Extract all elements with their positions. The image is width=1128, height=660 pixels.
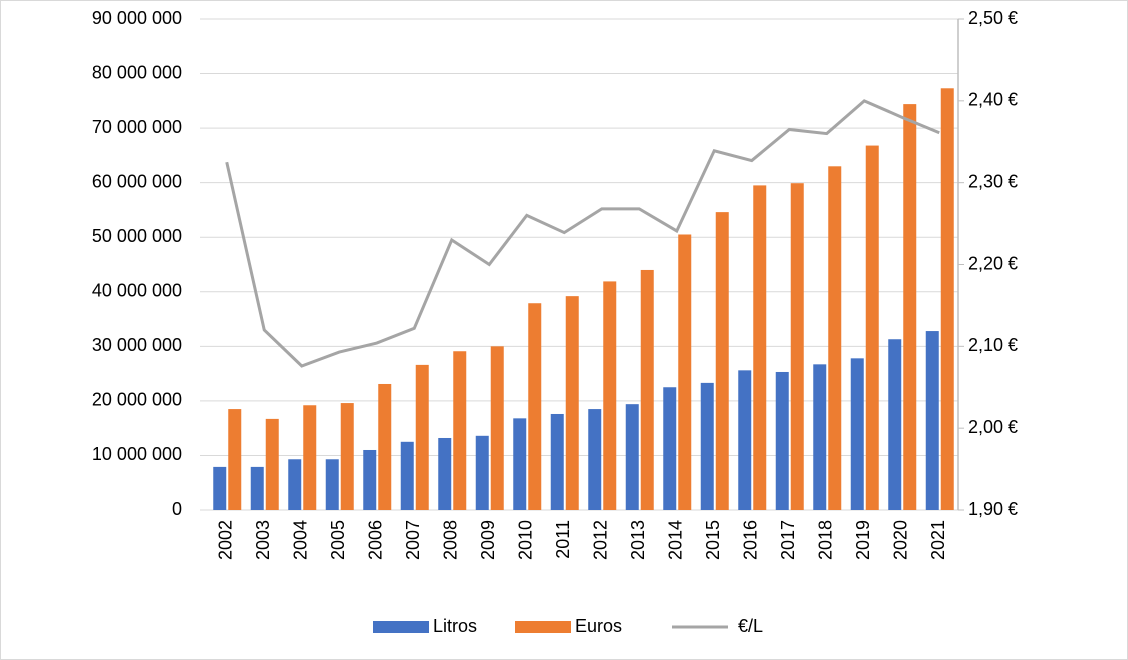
y-tick-label: 20 000 000 [92, 390, 182, 410]
bar [565, 296, 579, 510]
bar [475, 435, 489, 510]
bar [663, 387, 677, 510]
x-tick-label: 2006 [366, 520, 386, 560]
bar [678, 234, 692, 510]
y2-tick-label: 2,10 € [968, 335, 1018, 355]
y-tick-label: 50 000 000 [92, 226, 182, 246]
bar [250, 466, 264, 510]
bar [550, 413, 564, 510]
bar [640, 269, 654, 510]
y2-tick-label: 1,90 € [968, 499, 1018, 519]
bar [790, 183, 804, 510]
x-tick-label: 2002 [216, 520, 236, 560]
bar [378, 383, 392, 510]
y-tick-label: 30 000 000 [92, 335, 182, 355]
legend-label: Litros [433, 616, 477, 636]
y-tick-label: 40 000 000 [92, 281, 182, 301]
y-tick-label: 60 000 000 [92, 171, 182, 191]
bar [603, 281, 617, 510]
x-tick-label: 2016 [741, 520, 761, 560]
x-tick-label: 2011 [553, 520, 573, 559]
bar [940, 88, 954, 510]
x-tick-label: 2017 [778, 520, 798, 560]
bar [625, 404, 639, 510]
x-tick-label: 2005 [328, 520, 348, 560]
y2-tick-label: 2,50 € [968, 8, 1018, 28]
x-tick-label: 2013 [628, 520, 648, 560]
bar [888, 339, 902, 510]
bar [438, 437, 452, 510]
bar [925, 331, 939, 510]
bar [528, 303, 542, 510]
x-tick-label: 2018 [816, 520, 836, 560]
x-tick-label: 2012 [591, 520, 611, 560]
y-tick-label: 0 [172, 499, 182, 519]
y-tick-label: 90 000 000 [92, 8, 182, 28]
bar [850, 358, 864, 510]
bar [715, 212, 729, 511]
legend-swatch [515, 621, 571, 633]
bar [265, 418, 279, 510]
legend-label: €/L [738, 616, 763, 636]
y-tick-label: 70 000 000 [92, 117, 182, 137]
bar [775, 371, 789, 510]
bar [228, 409, 242, 510]
bar [700, 382, 714, 510]
bar [363, 449, 377, 510]
x-tick-label: 2009 [478, 520, 498, 560]
bar [828, 166, 842, 511]
y2-tick-label: 2,40 € [968, 90, 1018, 110]
legend-swatch [373, 621, 429, 633]
bar [415, 364, 429, 510]
y2-tick-label: 2,20 € [968, 253, 1018, 273]
x-tick-label: 2008 [441, 520, 461, 560]
line [225, 99, 940, 368]
bar [738, 370, 752, 510]
bar [865, 145, 879, 510]
y-tick-label: 80 000 000 [92, 62, 182, 82]
x-tick-label: 2003 [253, 520, 273, 560]
bar [753, 185, 767, 510]
x-tick-label: 2021 [928, 520, 948, 560]
bar [213, 466, 227, 510]
bar [813, 364, 827, 510]
bar [325, 459, 339, 510]
y2-tick-label: 2,30 € [968, 171, 1018, 191]
bar [490, 346, 504, 510]
x-tick-label: 2010 [516, 520, 536, 560]
x-tick-label: 2014 [666, 520, 686, 560]
y-tick-label: 10 000 000 [92, 444, 182, 464]
x-tick-label: 2020 [891, 520, 911, 560]
y2-tick-label: 2,00 € [968, 417, 1018, 437]
bar [288, 459, 302, 510]
legend-label: Euros [575, 616, 622, 636]
bar [453, 351, 467, 510]
bar [340, 403, 354, 510]
x-tick-label: 2007 [403, 520, 423, 560]
bar [513, 418, 527, 510]
bar [303, 405, 317, 510]
bar [400, 441, 414, 510]
bar [588, 409, 602, 510]
bar [903, 104, 917, 511]
x-tick-label: 2015 [703, 520, 723, 560]
x-tick-label: 2019 [853, 520, 873, 560]
x-tick-label: 2004 [291, 520, 311, 560]
